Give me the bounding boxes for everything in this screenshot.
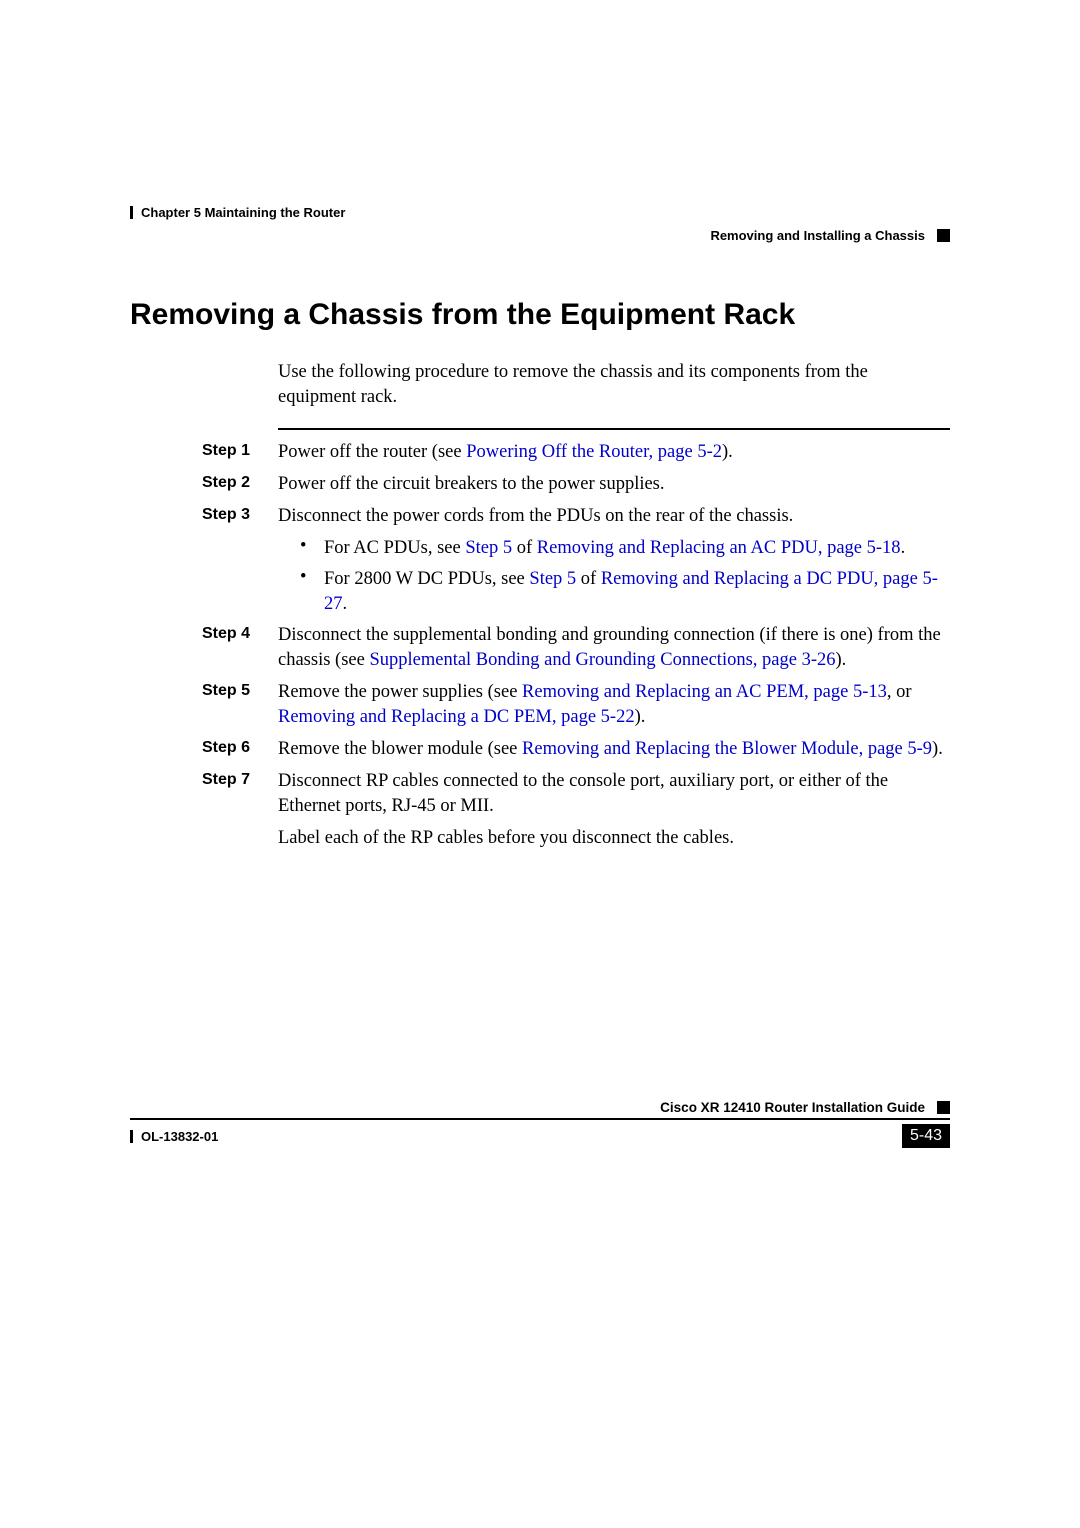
header-section-row: Removing and Installing a Chassis <box>130 228 950 243</box>
page-title: Removing a Chassis from the Equipment Ra… <box>130 298 950 332</box>
footer-doc-number: OL-13832-01 <box>141 1129 218 1144</box>
header-square-icon <box>937 229 950 242</box>
step-7-extra: Label each of the RP cables before you d… <box>278 826 950 851</box>
b2-a: For 2800 W DC PDUs, see <box>324 569 529 589</box>
step-5-text-c: ). <box>635 707 646 727</box>
step-1-link-a[interactable]: Powering Off the Router, page 5-2 <box>466 442 722 462</box>
intro-paragraph: Use the following procedure to remove th… <box>278 360 950 410</box>
step-7: Step 7 Disconnect RP cables connected to… <box>202 769 950 819</box>
section-divider <box>278 428 950 430</box>
step-5-label: Step 5 <box>202 680 278 730</box>
header-chapter-text: Chapter 5 Maintaining the Router <box>141 205 345 220</box>
b1-c: . <box>901 538 906 558</box>
b1-link-2[interactable]: Removing and Replacing an AC PDU, page 5… <box>537 538 901 558</box>
step-3-bullet-2-text: For 2800 W DC PDUs, see Step 5 of Removi… <box>324 567 950 617</box>
step-1-text-b: ). <box>722 442 733 462</box>
step-2-body: Power off the circuit breakers to the po… <box>278 472 950 497</box>
step-5-link-a[interactable]: Removing and Replacing an AC PEM, page 5… <box>522 682 887 702</box>
b2-link-1[interactable]: Step 5 <box>529 569 576 589</box>
step-6-body: Remove the blower module (see Removing a… <box>278 737 950 762</box>
step-2-label: Step 2 <box>202 472 278 497</box>
footer-square-icon <box>937 1101 950 1114</box>
step-3-body: Disconnect the power cords from the PDUs… <box>278 504 950 529</box>
step-6-link-a[interactable]: Removing and Replacing the Blower Module… <box>522 739 932 759</box>
step-1-label: Step 1 <box>202 440 278 465</box>
step-4: Step 4 Disconnect the supplemental bondi… <box>202 623 950 673</box>
header-section-text: Removing and Installing a Chassis <box>710 228 925 243</box>
step-5: Step 5 Remove the power supplies (see Re… <box>202 680 950 730</box>
step-3: Step 3 Disconnect the power cords from t… <box>202 504 950 529</box>
step-7-label: Step 7 <box>202 769 278 819</box>
footer-divider <box>130 1118 950 1120</box>
header-tick-mark <box>130 206 133 219</box>
step-1: Step 1 Power off the router (see Powerin… <box>202 440 950 465</box>
step-1-body: Power off the router (see Powering Off t… <box>278 440 950 465</box>
step-5-body: Remove the power supplies (see Removing … <box>278 680 950 730</box>
footer-left: OL-13832-01 <box>130 1129 218 1144</box>
step-3-label: Step 3 <box>202 504 278 529</box>
page-number: 5-43 <box>902 1124 950 1148</box>
footer-top-row: Cisco XR 12410 Router Installation Guide <box>130 1100 950 1115</box>
header-chapter-row: Chapter 5 Maintaining the Router <box>130 205 950 220</box>
footer-bottom-row: OL-13832-01 5-43 <box>130 1124 950 1148</box>
step-3-bullet-1-text: For AC PDUs, see Step 5 of Removing and … <box>324 536 950 561</box>
step-6-label: Step 6 <box>202 737 278 762</box>
step-5-text-b: , or <box>887 682 912 702</box>
step-4-body: Disconnect the supplemental bonding and … <box>278 623 950 673</box>
page-content: Chapter 5 Maintaining the Router Removin… <box>0 0 1080 851</box>
step-2: Step 2 Power off the circuit breakers to… <box>202 472 950 497</box>
page-footer: Cisco XR 12410 Router Installation Guide… <box>130 1100 950 1148</box>
b2-c: . <box>343 594 348 614</box>
footer-tick-mark <box>130 1130 133 1143</box>
b1-b: of <box>512 538 537 558</box>
step-6-text-a: Remove the blower module (see <box>278 739 522 759</box>
b2-b: of <box>576 569 601 589</box>
step-4-text-b: ). <box>836 650 847 670</box>
bullet-icon: • <box>300 536 324 561</box>
b1-a: For AC PDUs, see <box>324 538 465 558</box>
step-5-text-a: Remove the power supplies (see <box>278 682 522 702</box>
step-7-body: Disconnect RP cables connected to the co… <box>278 769 950 819</box>
step-4-label: Step 4 <box>202 623 278 673</box>
step-6-text-b: ). <box>932 739 943 759</box>
footer-guide-title: Cisco XR 12410 Router Installation Guide <box>660 1100 925 1115</box>
step-3-bullet-2: • For 2800 W DC PDUs, see Step 5 of Remo… <box>300 567 950 617</box>
step-5-link-b[interactable]: Removing and Replacing a DC PEM, page 5-… <box>278 707 635 727</box>
step-1-text-a: Power off the router (see <box>278 442 466 462</box>
step-3-bullet-1: • For AC PDUs, see Step 5 of Removing an… <box>300 536 950 561</box>
step-6: Step 6 Remove the blower module (see Rem… <box>202 737 950 762</box>
b1-link-1[interactable]: Step 5 <box>465 538 512 558</box>
step-4-link-a[interactable]: Supplemental Bonding and Grounding Conne… <box>369 650 835 670</box>
bullet-icon: • <box>300 567 324 617</box>
